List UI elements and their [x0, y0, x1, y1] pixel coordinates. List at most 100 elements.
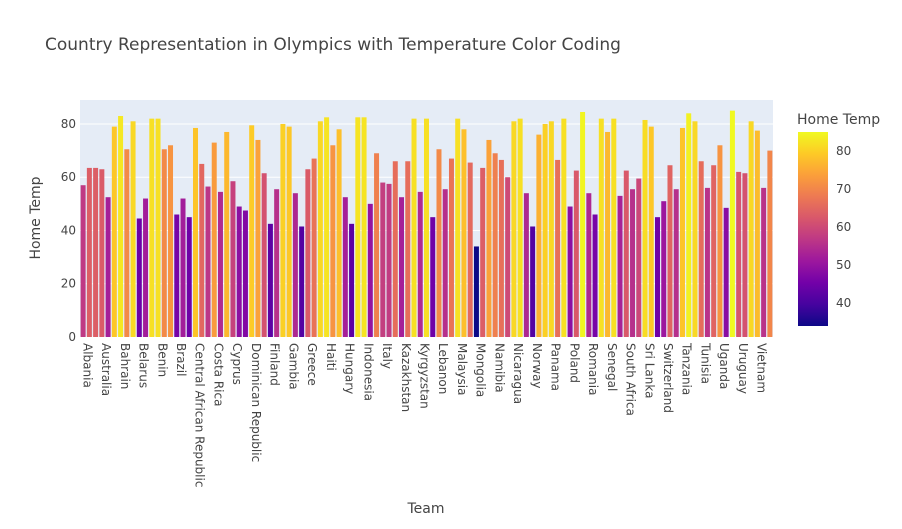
bar — [480, 167, 486, 337]
x-tick-label: Central African Republic — [193, 343, 207, 487]
bar — [679, 127, 685, 338]
x-tick-label: Belarus — [137, 343, 151, 388]
x-tick-label: Namibia — [492, 343, 506, 393]
bar — [118, 115, 124, 337]
x-tick-label: Sri Lanka — [642, 343, 656, 398]
bar — [230, 181, 236, 337]
x-tick-label: Nicaragua — [511, 343, 525, 404]
colorbar-tick-label: 40 — [836, 296, 851, 310]
bar — [498, 159, 504, 337]
bar — [405, 161, 411, 337]
bar — [168, 145, 174, 337]
x-tick-label: Benin — [155, 343, 169, 377]
bar — [211, 142, 217, 337]
x-tick-label: Bahrain — [118, 343, 132, 389]
bar — [199, 163, 205, 337]
x-tick-label: Poland — [567, 343, 581, 383]
x-tick-label: Malaysia — [455, 343, 469, 395]
bar — [105, 197, 111, 337]
bar — [661, 201, 667, 337]
bar — [130, 121, 136, 337]
x-tick-label: Uruguay — [736, 343, 750, 394]
bar — [611, 118, 617, 337]
bar — [655, 217, 660, 337]
x-tick-label: Senegal — [605, 343, 619, 391]
bar — [761, 187, 767, 337]
y-axis-title: Home Temp — [28, 176, 44, 259]
y-tick-label: 0 — [68, 330, 76, 344]
y-axis-ticks: 0 20 40 60 80 — [61, 117, 76, 344]
bar — [442, 189, 448, 337]
bar — [267, 223, 273, 337]
bar — [673, 189, 679, 337]
bar — [573, 170, 579, 337]
bar — [473, 246, 479, 337]
bar — [605, 131, 611, 337]
x-tick-label: Finland — [268, 343, 282, 386]
bar — [592, 214, 598, 337]
bar — [342, 197, 348, 337]
bar — [242, 210, 248, 337]
bar — [217, 191, 223, 337]
bar — [392, 161, 398, 337]
bar — [461, 129, 467, 337]
bar — [486, 139, 492, 337]
bar — [711, 165, 717, 337]
x-tick-label: Lebanon — [436, 343, 450, 394]
bar — [255, 139, 261, 337]
bar — [324, 117, 330, 337]
bar — [686, 113, 692, 337]
bar — [143, 198, 149, 337]
y-tick-label: 40 — [61, 223, 76, 237]
bar — [193, 127, 198, 338]
x-tick-label: Haiti — [324, 343, 338, 371]
colorbar-ticks: 40 50 60 70 80 — [836, 144, 851, 310]
bar — [492, 153, 498, 337]
x-tick-label: Australia — [99, 343, 113, 396]
bar — [424, 118, 429, 337]
colorbar-tick-label: 80 — [836, 144, 851, 158]
chart-title: Country Representation in Olympics with … — [45, 35, 621, 55]
bar — [161, 149, 167, 337]
bar — [536, 134, 542, 337]
bar — [729, 110, 735, 338]
bar — [292, 193, 298, 337]
bar — [417, 191, 423, 337]
bar — [374, 153, 380, 337]
x-tick-label: Cyprus — [230, 343, 244, 385]
x-tick-label: Brazil — [174, 343, 188, 377]
y-tick-label: 60 — [61, 170, 76, 184]
bar — [111, 126, 117, 337]
x-tick-label: Greece — [305, 343, 319, 386]
bar — [530, 226, 536, 337]
colorbar-title: Home Temp — [797, 112, 880, 128]
x-tick-label: Switzerland — [661, 343, 675, 413]
bar — [523, 193, 529, 337]
bar — [336, 129, 342, 337]
bar — [636, 178, 642, 337]
bar — [542, 123, 548, 337]
x-tick-label: Panama — [549, 343, 563, 391]
bar — [586, 193, 592, 337]
x-axis-ticks: Albania Australia Bahrain Belarus Benin Brazi… — [80, 342, 768, 487]
x-tick-label: Tanzania — [680, 342, 694, 395]
bar — [136, 218, 142, 337]
bar — [236, 206, 242, 337]
bar — [511, 121, 517, 337]
bar — [80, 185, 86, 337]
bar — [155, 118, 161, 337]
bar — [86, 167, 92, 337]
x-tick-label: Norway — [530, 343, 544, 389]
bar — [367, 203, 373, 337]
bar — [692, 121, 698, 337]
x-tick-label: Romania — [586, 343, 600, 395]
bar — [717, 145, 723, 337]
bar — [380, 182, 386, 337]
bar — [430, 217, 436, 337]
bar — [311, 158, 317, 337]
x-tick-label: Kazakhstan — [399, 343, 413, 412]
bar — [224, 131, 230, 337]
bar — [548, 121, 554, 337]
x-tick-label: Dominican Republic — [249, 343, 263, 462]
